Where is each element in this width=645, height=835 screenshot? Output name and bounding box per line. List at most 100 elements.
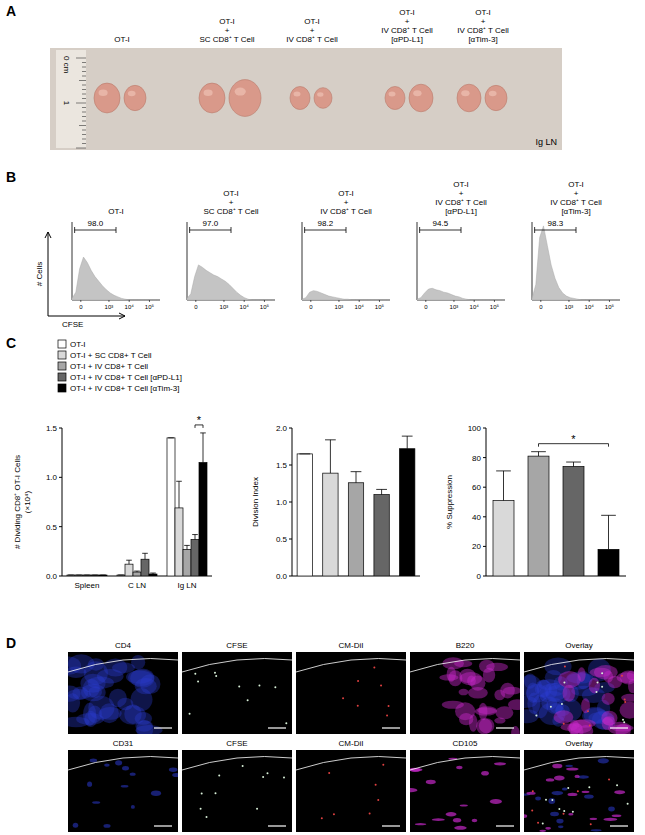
error-bar xyxy=(168,437,174,438)
stain-magenta xyxy=(494,762,506,765)
error-bar xyxy=(150,573,156,575)
tick-label: 0 xyxy=(79,304,83,310)
tick xyxy=(483,516,486,517)
cell-dii xyxy=(577,790,579,792)
micrograph xyxy=(524,652,634,734)
tick xyxy=(129,300,130,302)
ruler-tick xyxy=(82,107,86,108)
tick xyxy=(195,300,196,302)
stain-magenta xyxy=(590,668,612,677)
stain-magenta xyxy=(612,814,622,817)
bar xyxy=(563,466,584,576)
group-title: + xyxy=(310,26,315,35)
capsule-outline xyxy=(182,659,292,673)
stain-blue xyxy=(130,773,136,776)
bar xyxy=(133,572,141,576)
stain-magenta xyxy=(526,792,535,795)
cell-dii xyxy=(382,764,384,766)
ruler-tick xyxy=(79,125,86,126)
tick xyxy=(59,477,62,478)
lymph-node xyxy=(314,88,332,109)
stain-blue xyxy=(551,791,563,795)
cell-cfse xyxy=(218,775,220,777)
error-bar xyxy=(100,575,106,576)
cell-cfse xyxy=(627,803,629,805)
tick xyxy=(289,502,292,503)
ruler-label: 0 cm xyxy=(62,56,71,74)
error-bar xyxy=(184,545,190,549)
cell-dii xyxy=(608,779,610,781)
group-title: + xyxy=(225,26,230,35)
lymph-node xyxy=(385,87,405,110)
cell-cfse xyxy=(189,713,191,715)
tick xyxy=(289,539,292,540)
lymph-node-highlight xyxy=(489,91,497,97)
capsule-outline xyxy=(524,757,634,771)
tick-label: 1.5 xyxy=(276,461,288,470)
capsule-outline xyxy=(68,757,178,771)
ruler-tick xyxy=(82,89,86,90)
stain-magenta xyxy=(524,814,527,818)
stain-magenta xyxy=(628,679,634,694)
ruler-tick xyxy=(79,80,86,81)
cell-cfse xyxy=(205,816,207,818)
stain-blue xyxy=(172,773,178,777)
tick xyxy=(494,300,495,302)
ruler-tick xyxy=(82,62,86,63)
significance-label: * xyxy=(571,433,576,445)
cell-cfse xyxy=(551,799,553,801)
stain-magenta xyxy=(552,764,562,769)
tick xyxy=(310,300,311,302)
capsule-outline xyxy=(296,757,406,771)
panel-label: A xyxy=(6,3,16,19)
tick xyxy=(149,300,150,302)
axis-y xyxy=(187,222,188,300)
cell-dii xyxy=(563,723,565,725)
cell-cfse xyxy=(545,799,547,801)
bars xyxy=(67,433,207,576)
legend-label: OT-I xyxy=(70,340,86,349)
legend-swatch xyxy=(58,351,66,359)
stain-magenta xyxy=(568,793,578,796)
ruler-tick xyxy=(82,121,86,122)
bar xyxy=(400,449,415,576)
gate-label: 98.3 xyxy=(548,219,564,228)
lymph-node xyxy=(485,85,507,110)
axis-y xyxy=(302,222,303,300)
stain-blue xyxy=(87,781,92,786)
capsule-outline xyxy=(68,659,178,673)
cell-cfse xyxy=(558,808,560,810)
stain-magenta xyxy=(539,830,546,832)
tick-label: 1.0 xyxy=(46,473,58,482)
bars xyxy=(297,436,415,576)
cell-dii xyxy=(328,772,330,774)
axis-label: Division Index xyxy=(251,477,260,527)
bar xyxy=(125,564,133,576)
tick-label: 40 xyxy=(472,513,481,522)
tick xyxy=(338,300,339,302)
ruler-tick xyxy=(82,112,86,113)
stain-blue xyxy=(151,791,161,797)
stain-magenta xyxy=(470,676,485,691)
stain-magenta xyxy=(456,766,462,769)
bar xyxy=(67,575,75,576)
panel-label: B xyxy=(6,169,16,185)
bar xyxy=(117,575,125,576)
stain-blue xyxy=(562,787,568,790)
micrograph-background xyxy=(182,652,292,734)
group-title: + xyxy=(405,17,410,26)
ruler-tick xyxy=(82,134,86,135)
legend-label: OT-I + IV CD8+ T Cell [αTim-3] xyxy=(70,384,179,393)
cell-dii xyxy=(624,699,626,701)
stain-magenta xyxy=(460,805,468,807)
axis-label: % Suppression xyxy=(445,475,454,529)
error-bar xyxy=(299,453,310,454)
stain-magenta xyxy=(602,693,615,705)
stain-magenta xyxy=(490,799,502,804)
tick-label: 0.0 xyxy=(276,572,288,581)
cell-dii xyxy=(373,667,375,669)
stain-blue xyxy=(558,825,564,828)
cell-dii xyxy=(624,701,626,703)
tick xyxy=(483,487,486,488)
cell-dii xyxy=(377,799,379,801)
